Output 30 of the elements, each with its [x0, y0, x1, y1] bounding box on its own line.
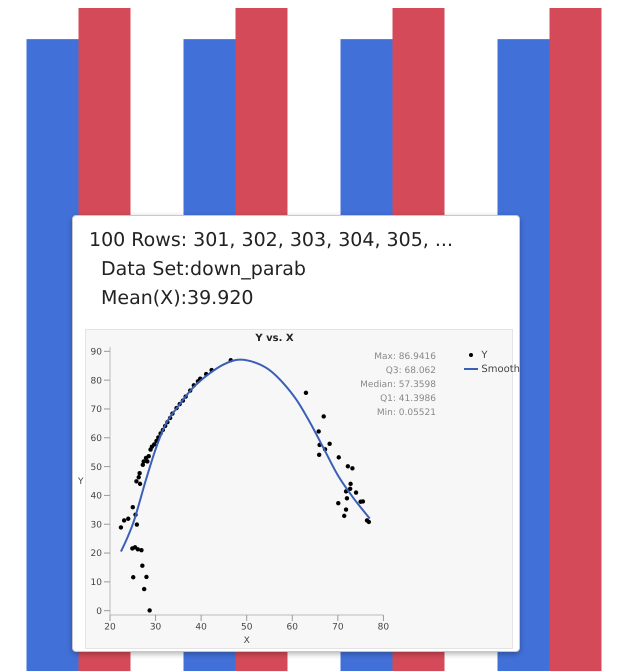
x-axis-title: X — [244, 636, 250, 646]
y-tick-label: 80 — [90, 376, 102, 386]
y-tick-label: 70 — [90, 405, 102, 416]
annotation: Min: 0.05521 — [376, 407, 436, 420]
x-tick-label: 60 — [286, 622, 298, 632]
y-tick-label: 20 — [90, 549, 102, 560]
y-tick-label: 30 — [90, 520, 102, 530]
annotation: Q1: 41.3986 — [379, 393, 436, 406]
annotation: Q3: 68.062 — [384, 365, 436, 378]
y-tick-label: 50 — [90, 462, 102, 473]
x-tick-label: 40 — [195, 622, 208, 632]
x-tick-label: 80 — [378, 622, 390, 632]
x-tick-label: 70 — [332, 622, 344, 632]
x-tick-label: 50 — [240, 622, 253, 632]
y-axis-title: Y — [77, 477, 84, 488]
annotation: Mean(X):39.920 — [100, 286, 254, 311]
y-tick-label: 10 — [90, 578, 102, 588]
y-tick-label: 60 — [90, 434, 102, 444]
annotation: Data Set:down_parab — [100, 257, 307, 282]
y-tick-label: 0 — [96, 606, 102, 617]
legend-label: Y — [481, 350, 488, 360]
y-tick-label: 90 — [90, 348, 102, 358]
annotation: 100 Rows: 301, 302, 303, 304, 305, ... — [89, 228, 453, 253]
x-tick-label: 30 — [150, 622, 162, 632]
chart-title: Y vs. X — [254, 333, 295, 344]
legend-label: Smooth — [481, 364, 520, 374]
y-tick-label: 40 — [90, 492, 102, 502]
annotation: Max: 86.9416 — [373, 351, 436, 364]
annotation: Median: 57.3598 — [359, 379, 436, 392]
x-tick-label: 20 — [104, 622, 116, 632]
